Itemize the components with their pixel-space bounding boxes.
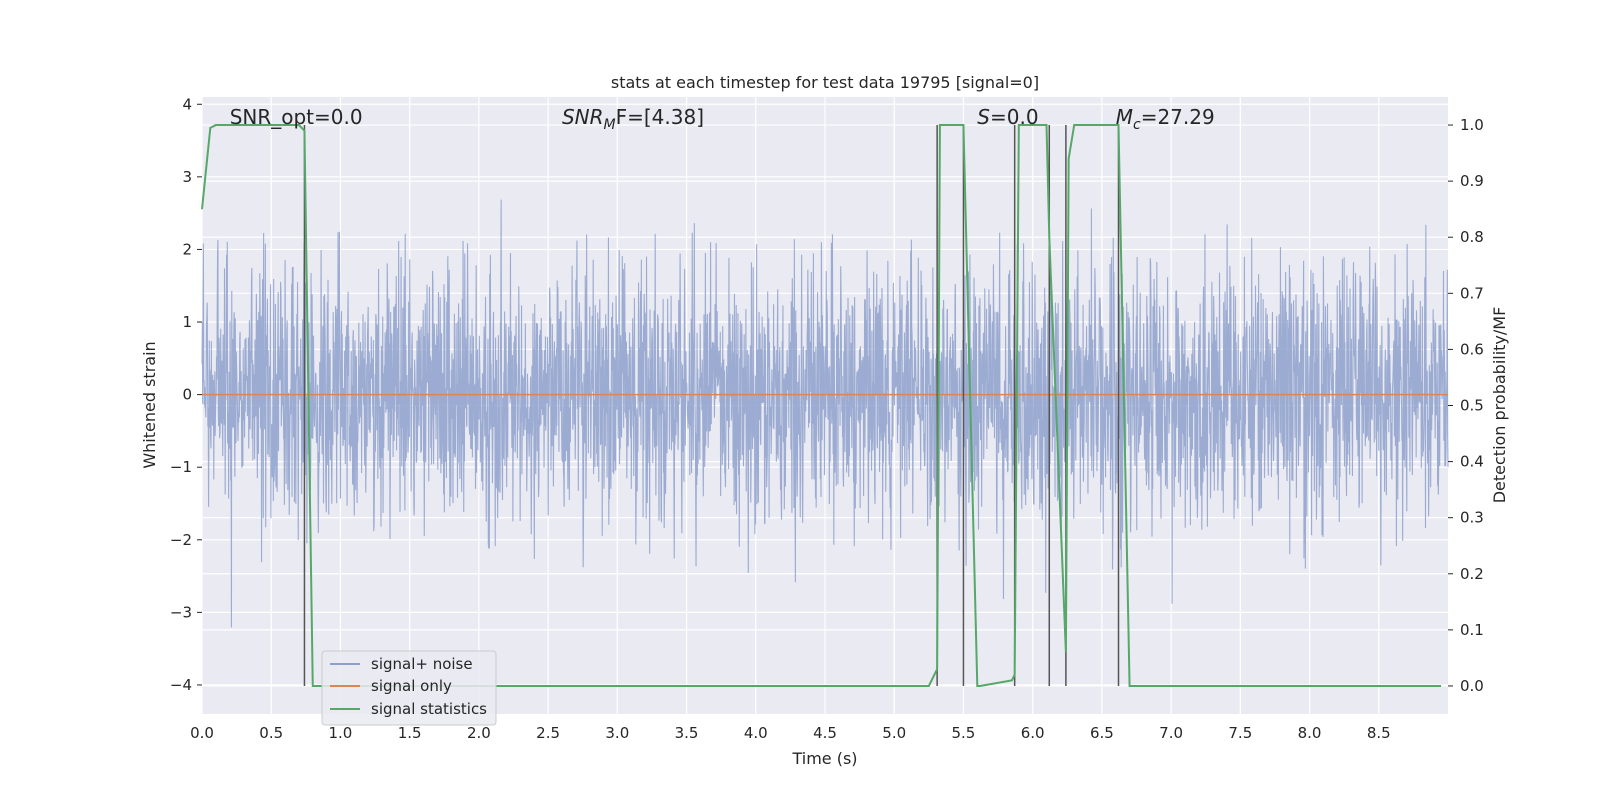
x-tick-label: 2.5 [536,724,560,742]
right-tick-label: 0.8 [1460,228,1484,246]
left-axis-label: Whitened strain [140,341,159,468]
right-tick-label: 0.7 [1460,284,1484,302]
x-axis-label: Time (s) [791,749,857,768]
x-tick-label: 5.0 [882,724,906,742]
right-tick-label: 0.6 [1460,340,1484,358]
right-tick-label: 0.9 [1460,172,1484,190]
left-tick-label: 4 [182,95,192,113]
signal-statistics-line [201,124,1442,687]
left-tick-label: 3 [182,168,192,186]
x-tick-label: 7.0 [1159,724,1183,742]
x-tick-label: 1.0 [329,724,353,742]
x-tick-label: 2.0 [467,724,491,742]
x-tick-label: 3.5 [675,724,699,742]
x-axis-ticks: 0.0 0.5 1.0 1.5 2.0 2.5 3.0 3.5 4.0 4.5 5.0 5.5 6.0 6… [190,724,1391,742]
right-tick-label: 0.0 [1460,677,1484,695]
chart-title: stats at each timestep for test data 197… [611,73,1039,92]
left-tick-label: 2 [182,240,192,258]
x-tick-label: 5.5 [952,724,976,742]
right-axis-label: Detection probability/MF [1490,307,1509,504]
left-tick-label: −4 [170,676,192,694]
annotation-text: S=0.0 [977,105,1038,129]
annotation-text: SNR_opt=0.0 [230,105,363,129]
left-tick-label: 1 [182,313,192,331]
right-tick-label: 0.1 [1460,621,1484,639]
left-tick-label: −1 [170,458,192,476]
legend-box [321,650,497,726]
right-tick-label: 1.0 [1460,116,1484,134]
annotation-text: Mc=27.29 [1116,105,1215,133]
x-tick-label: 7.5 [1228,724,1252,742]
right-axis-ticks: 1.0 0.9 0.8 0.7 0.6 0.5 0.4 0.3 0.2 0.1 0.0 [1448,116,1484,695]
right-tick-label: 0.3 [1460,509,1484,527]
left-tick-label: 0 [182,386,192,404]
x-tick-label: 4.5 [813,724,837,742]
right-tick-label: 0.4 [1460,453,1484,471]
right-tick-label: 0.5 [1460,397,1484,415]
legend-label-signal-only: signal only [371,677,452,695]
legend-label-signal-plus-noise: signal+ noise [371,655,473,673]
x-tick-label: 0.0 [190,724,214,742]
x-tick-label: 3.0 [605,724,629,742]
legend-label-signal-statistics: signal statistics [371,700,487,718]
x-tick-label: 8.0 [1298,724,1322,742]
legend: signal+ noise signal only signal statist… [321,650,497,726]
x-tick-label: 1.5 [398,724,422,742]
x-tick-label: 8.5 [1367,724,1391,742]
series-signal-statistics [201,124,1442,687]
right-tick-label: 0.2 [1460,565,1484,583]
x-tick-label: 6.5 [1090,724,1114,742]
x-tick-label: 4.0 [744,724,768,742]
annotation-text: SNRMF=[4.38] [562,105,704,133]
annotations: SNR_opt=0.0 SNRMF=[4.38] S=0.0 Mc=27.29 [230,105,1215,133]
x-tick-label: 6.0 [1021,724,1045,742]
left-tick-label: −3 [170,603,192,621]
left-tick-label: −2 [170,531,192,549]
left-axis-ticks: 4 3 2 1 0 −1 −2 −3 −4 [170,95,202,694]
x-tick-label: 0.5 [259,724,283,742]
